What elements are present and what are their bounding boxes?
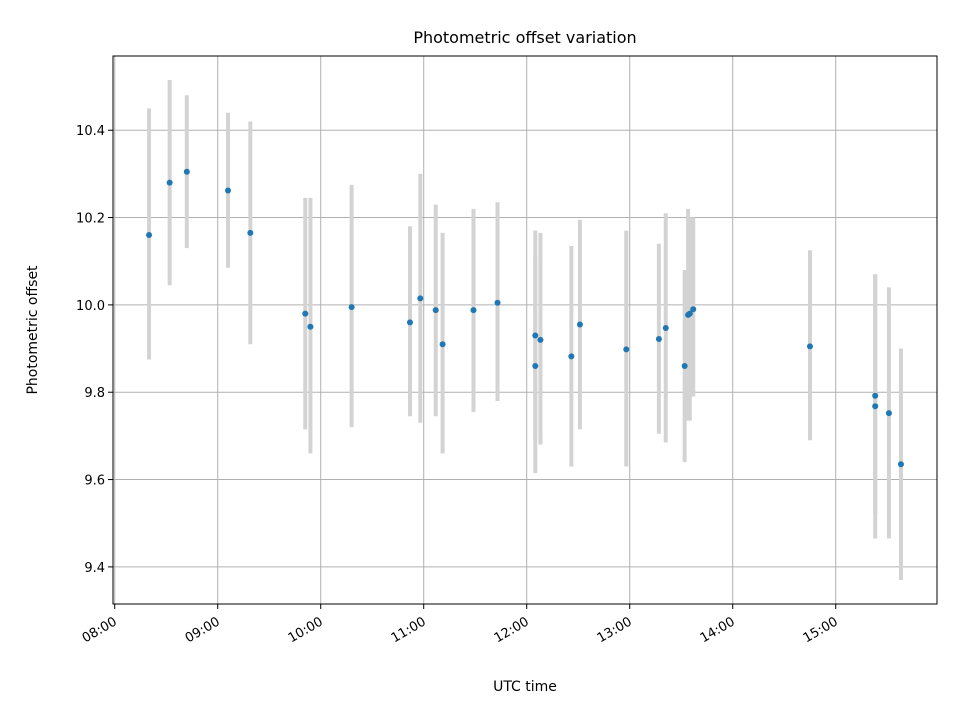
data-point [872, 392, 879, 399]
data-point [470, 307, 477, 314]
y-tick-label: 9.8 [84, 386, 105, 401]
data-point [655, 335, 662, 342]
data-point [247, 229, 254, 236]
data-point [432, 307, 439, 314]
data-point [439, 341, 446, 348]
data-point [166, 179, 173, 186]
x-tick-label: 10:00 [286, 614, 326, 646]
y-tick-label: 10.4 [76, 124, 105, 139]
x-tick-label: 13:00 [595, 614, 635, 646]
y-tick-label: 10.2 [76, 212, 105, 227]
data-point [406, 319, 413, 326]
data-point [146, 232, 153, 239]
plot-frame [112, 55, 938, 605]
x-tick-label: 14:00 [698, 614, 738, 646]
data-point [885, 410, 892, 417]
data-point [623, 346, 630, 353]
x-tick-label: 08:00 [80, 614, 120, 646]
data-point [872, 403, 879, 410]
data-point [532, 332, 539, 339]
y-tick-label: 10.0 [76, 299, 105, 314]
data-points [146, 168, 904, 468]
data-point [690, 306, 697, 313]
data-point [532, 363, 539, 370]
data-point [568, 353, 575, 360]
data-point [183, 168, 190, 175]
data-point [307, 323, 314, 330]
axis-ticks: 08:00 09:00 10:00 11:00 12:00 13:00 14:00 15:00… [76, 124, 841, 646]
data-point [662, 325, 669, 332]
chart-title: Photometric offset variation [413, 28, 636, 47]
error-bars [147, 80, 903, 580]
data-point [686, 310, 693, 317]
x-tick-label: 12:00 [492, 614, 532, 646]
y-tick-label: 9.6 [84, 474, 105, 489]
data-point [302, 310, 309, 317]
data-point [576, 321, 583, 328]
x-tick-label: 15:00 [801, 614, 841, 646]
data-point [225, 187, 232, 194]
x-tick-label: 11:00 [389, 614, 429, 646]
data-point [348, 304, 355, 311]
y-axis-label: Photometric offset [25, 265, 41, 395]
data-point [681, 363, 688, 370]
data-point [494, 299, 501, 306]
x-tick-label: 09:00 [183, 614, 223, 646]
data-point [806, 343, 813, 350]
data-point [897, 461, 904, 468]
x-axis-label: UTC time [493, 679, 557, 695]
y-tick-label: 9.4 [84, 561, 105, 576]
data-point [537, 336, 544, 343]
grid-lines [113, 56, 937, 604]
data-point [417, 295, 424, 302]
